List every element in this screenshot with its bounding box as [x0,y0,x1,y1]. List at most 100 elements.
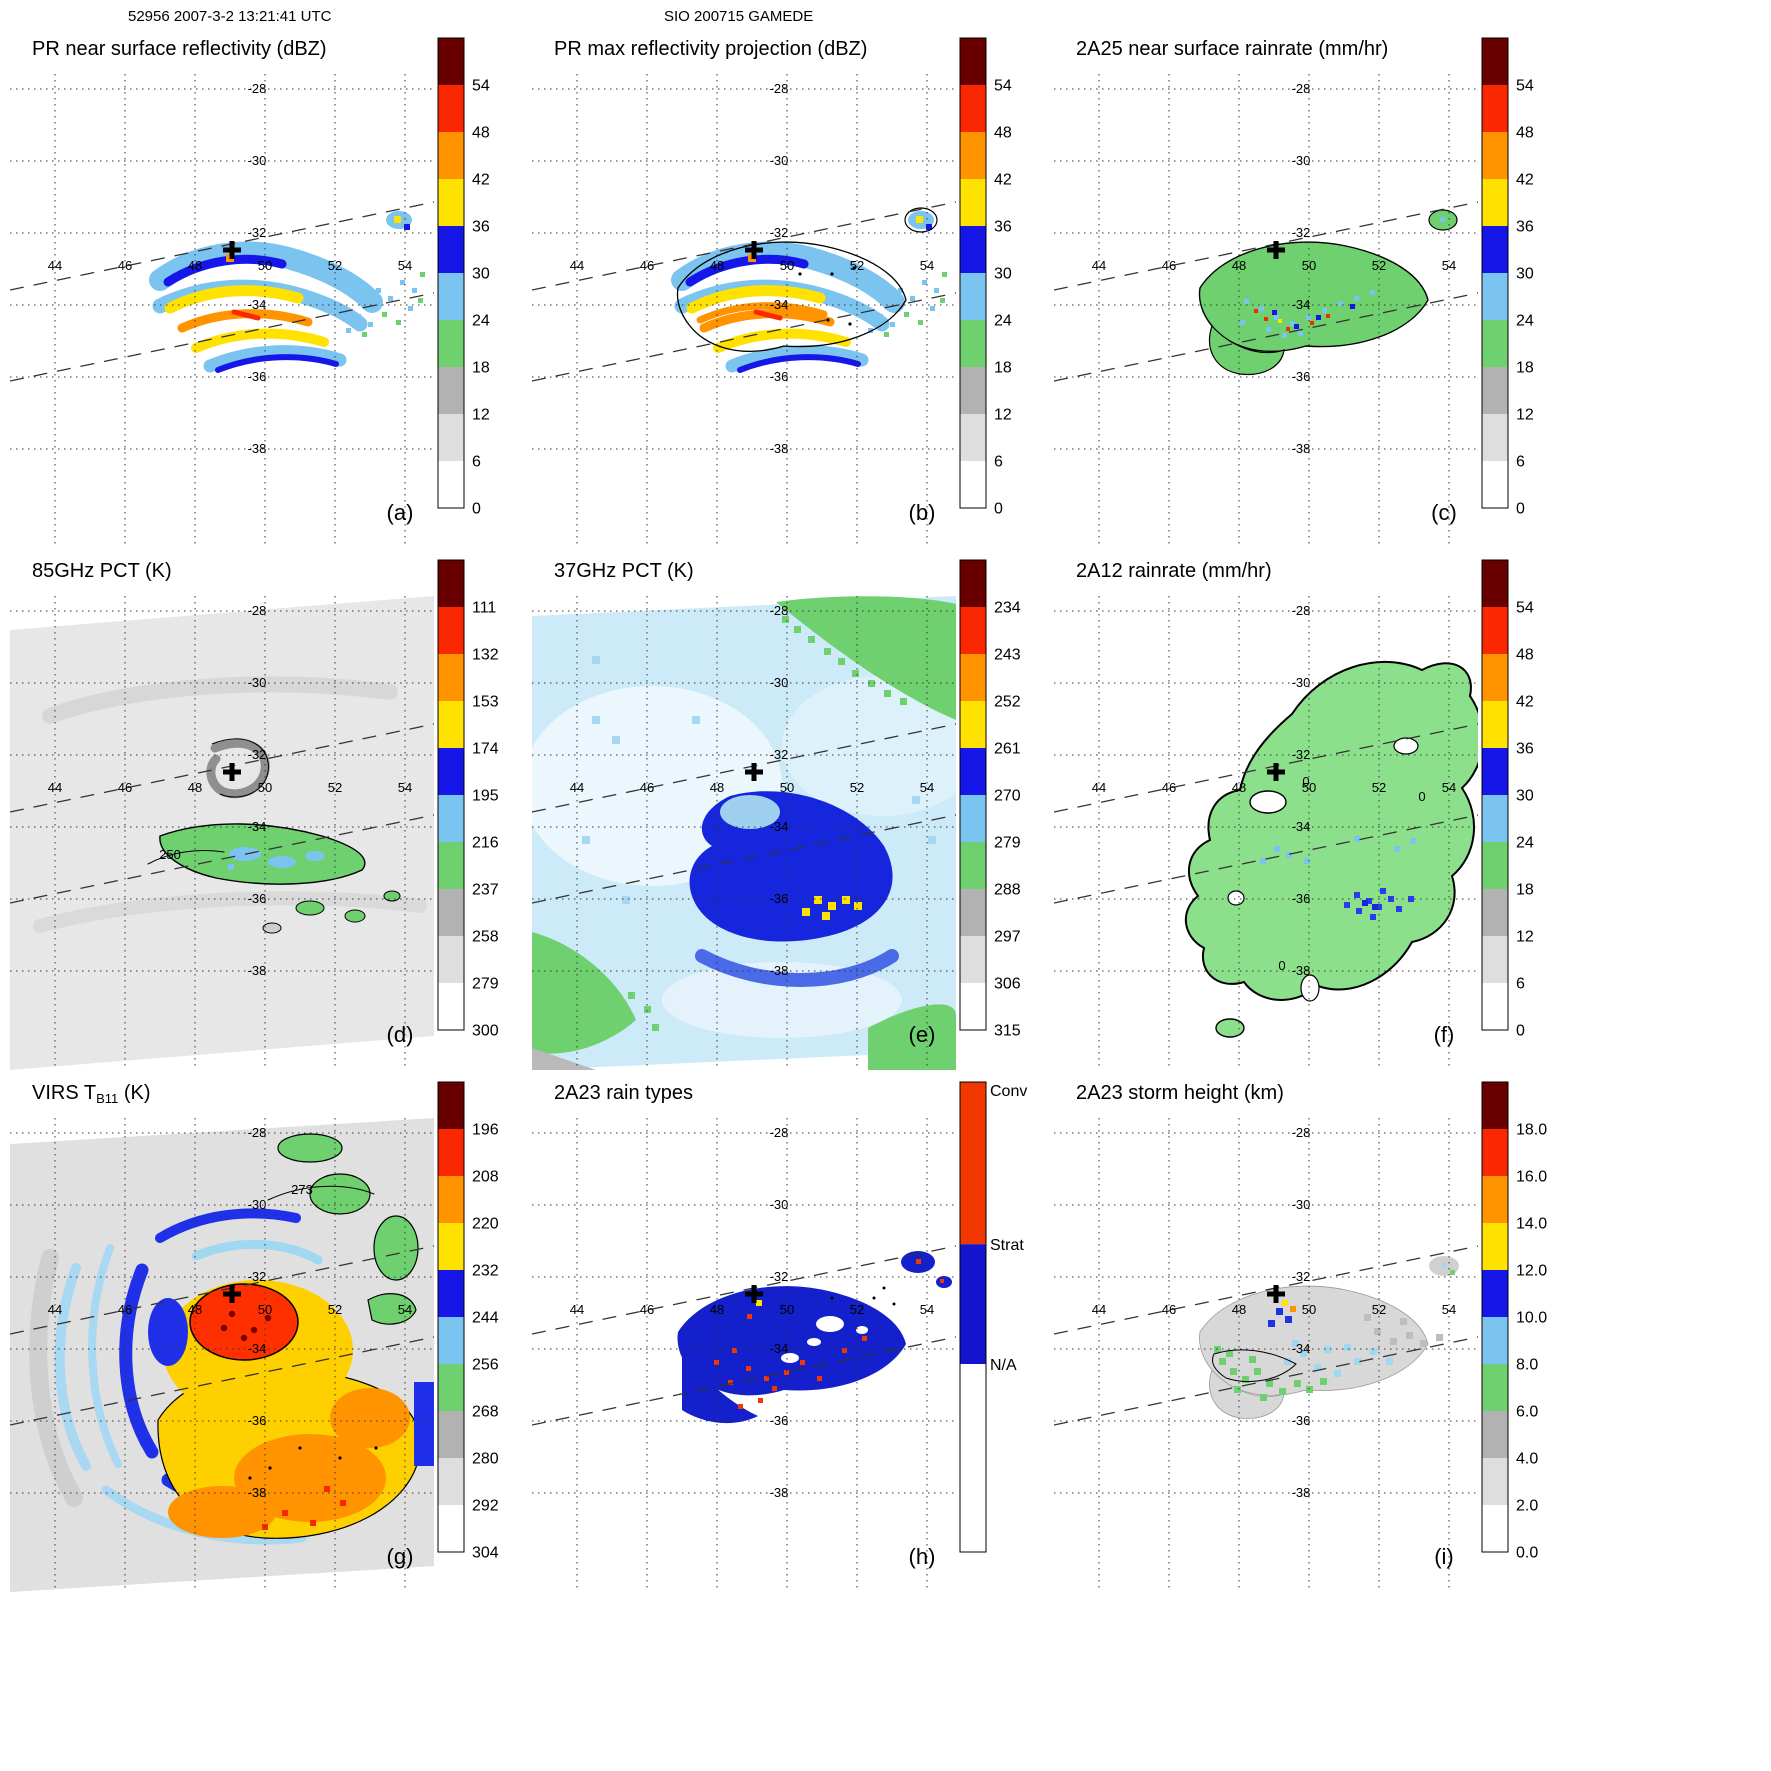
colorbar-tick: 244 [472,1310,499,1327]
lon-label: 54 [1442,1302,1456,1317]
lat-label: -32 [248,747,267,762]
lon-label: 52 [328,780,342,795]
storm-center-marker [1267,241,1285,259]
lon-label: 52 [850,258,864,273]
lon-label: 50 [780,780,794,795]
storm-center-marker [1267,763,1285,781]
colorbar-tick: 48 [1516,125,1534,142]
colorbar-d: 300 279 258 237 216 195 174 153 132 111 [437,559,499,1040]
storm-center-marker [745,763,763,781]
lon-label: 52 [328,1302,342,1317]
latlon-grid [10,596,434,1070]
lat-label: -34 [248,1341,267,1356]
lat-label: -28 [770,603,789,618]
lat-label: -36 [248,1413,267,1428]
lat-label: -38 [1292,441,1311,456]
latlon-grid [10,74,434,548]
colorbar-tick: 36 [472,219,490,236]
colorbar-a: 0 6 12 18 24 30 36 42 48 54 [437,37,490,518]
panel-letter: (b) [909,500,936,525]
grid-labels: 44 46 48 50 52 54 -28 -30 -32 -34 -36 -38 [1092,1125,1456,1500]
colorbar-c: 0 6 12 18 24 30 36 42 48 54 [1481,37,1534,518]
latlon-grid [1054,74,1478,548]
lat-label: -38 [770,963,789,978]
grid-labels: 44 46 48 50 52 54 -28 -30 -32 -34 -36 -38 [1092,603,1456,978]
lon-label: 52 [850,1302,864,1317]
data-swath [149,211,425,373]
colorbar-tick: 36 [1516,741,1534,758]
colorbar-tick: 216 [472,835,499,852]
colorbar-body: 0.0 2.0 4.0 6.0 8.0 10.0 12.0 14.0 16.0 18.0 [1481,1081,1547,1562]
colorbar-tick: 18.0 [1516,1122,1547,1139]
map-canvas-c: 44 46 48 50 52 54 -28 -30 -32 -34 -36 -38 (c) [1054,74,1478,548]
lat-label: -32 [770,747,789,762]
panel-title-i: 2A23 storm height (km) [1076,1082,1284,1104]
colorbar-body: 315 306 297 288 279 270 261 252 243 234 [959,559,1021,1040]
colorbar-tick: 36 [1516,219,1534,236]
lon-label: 48 [710,780,724,795]
colorbar-tick: 54 [994,78,1012,95]
colorbar-tick: 12 [1516,929,1534,946]
colorbar-category-label: Strat [990,1237,1024,1254]
lat-label: -32 [1292,747,1311,762]
map-canvas-g: 44 46 48 50 52 54 -28 -30 -32 -34 -36 -38 273 (g) [10,1118,434,1592]
data-swath [10,596,434,1070]
lon-label: 50 [1302,780,1316,795]
lon-label: 48 [710,258,724,273]
colorbar-tick: 42 [472,172,490,189]
data-swath [532,596,956,1070]
colorbar-tick: 36 [994,219,1012,236]
colorbar-tick: 292 [472,1498,499,1515]
colorbar-tick: 252 [994,694,1021,711]
contour-label: 0 [1418,789,1425,804]
lat-label: -30 [248,1197,267,1212]
colorbar-body: 0 6 12 18 24 30 36 42 48 54 [1481,559,1534,1040]
colorbar-tick: 18 [994,360,1012,377]
lon-label: 48 [188,780,202,795]
lat-label: -36 [770,369,789,384]
lat-label: -32 [770,225,789,240]
colorbar-tick: 153 [472,694,499,711]
lon-label: 44 [48,780,62,795]
lat-label: -32 [248,1269,267,1284]
colorbar-category-label: Conv [990,1083,1027,1100]
grid-labels: 44 46 48 50 52 54 -28 -30 -32 -34 -36 -38 [48,603,412,978]
lat-label: -38 [770,441,789,456]
colorbar-tick: 18 [1516,882,1534,899]
lat-label: -28 [1292,603,1311,618]
panel-c: 2A25 near surface rainrate (mm/hr) 44 46 4… [1046,26,1568,548]
lat-label: -28 [248,1125,267,1140]
map-canvas-f: 44 46 48 50 52 54 -28 -30 -32 -34 -36 -38 0 0 0 (f) [1054,596,1478,1070]
lat-label: -28 [248,81,267,96]
lat-label: -32 [770,1269,789,1284]
lat-label: -36 [1292,369,1311,384]
lat-label: -34 [770,819,789,834]
colorbar-tick: 195 [472,788,499,805]
panel-letter: (c) [1431,500,1457,525]
lon-label: 46 [640,1302,654,1317]
contour-label: 250 [159,847,181,862]
colorbar-tick: 30 [1516,788,1534,805]
lat-label: -38 [248,1485,267,1500]
colorbar-tick: 0.0 [1516,1545,1538,1562]
panel-title-c: 2A25 near surface rainrate (mm/hr) [1076,38,1389,60]
lon-label: 44 [48,258,62,273]
colorbar-tick: 16.0 [1516,1169,1547,1186]
panel-e: 37GHz PCT (K) 44 46 48 50 52 54 -28 -30 -32 -34 -3… [524,548,1046,1070]
lon-label: 46 [1162,1302,1176,1317]
colorbar-tick: 42 [1516,172,1534,189]
colorbar-tick: 18 [1516,360,1534,377]
lat-label: -34 [770,1341,789,1356]
colorbar-tick: 24 [1516,835,1534,852]
lat-label: -30 [770,1197,789,1212]
lon-label: 54 [1442,780,1456,795]
colorbar-tick: 30 [994,266,1012,283]
colorbar-f: 0 6 12 18 24 30 36 42 48 54 [1481,559,1534,1040]
lat-label: -28 [248,603,267,618]
colorbar-tick: 48 [994,125,1012,142]
lat-label: -30 [1292,1197,1311,1212]
lon-label: 44 [570,258,584,273]
lat-label: -30 [1292,153,1311,168]
colorbar-tick: 111 [472,600,496,617]
